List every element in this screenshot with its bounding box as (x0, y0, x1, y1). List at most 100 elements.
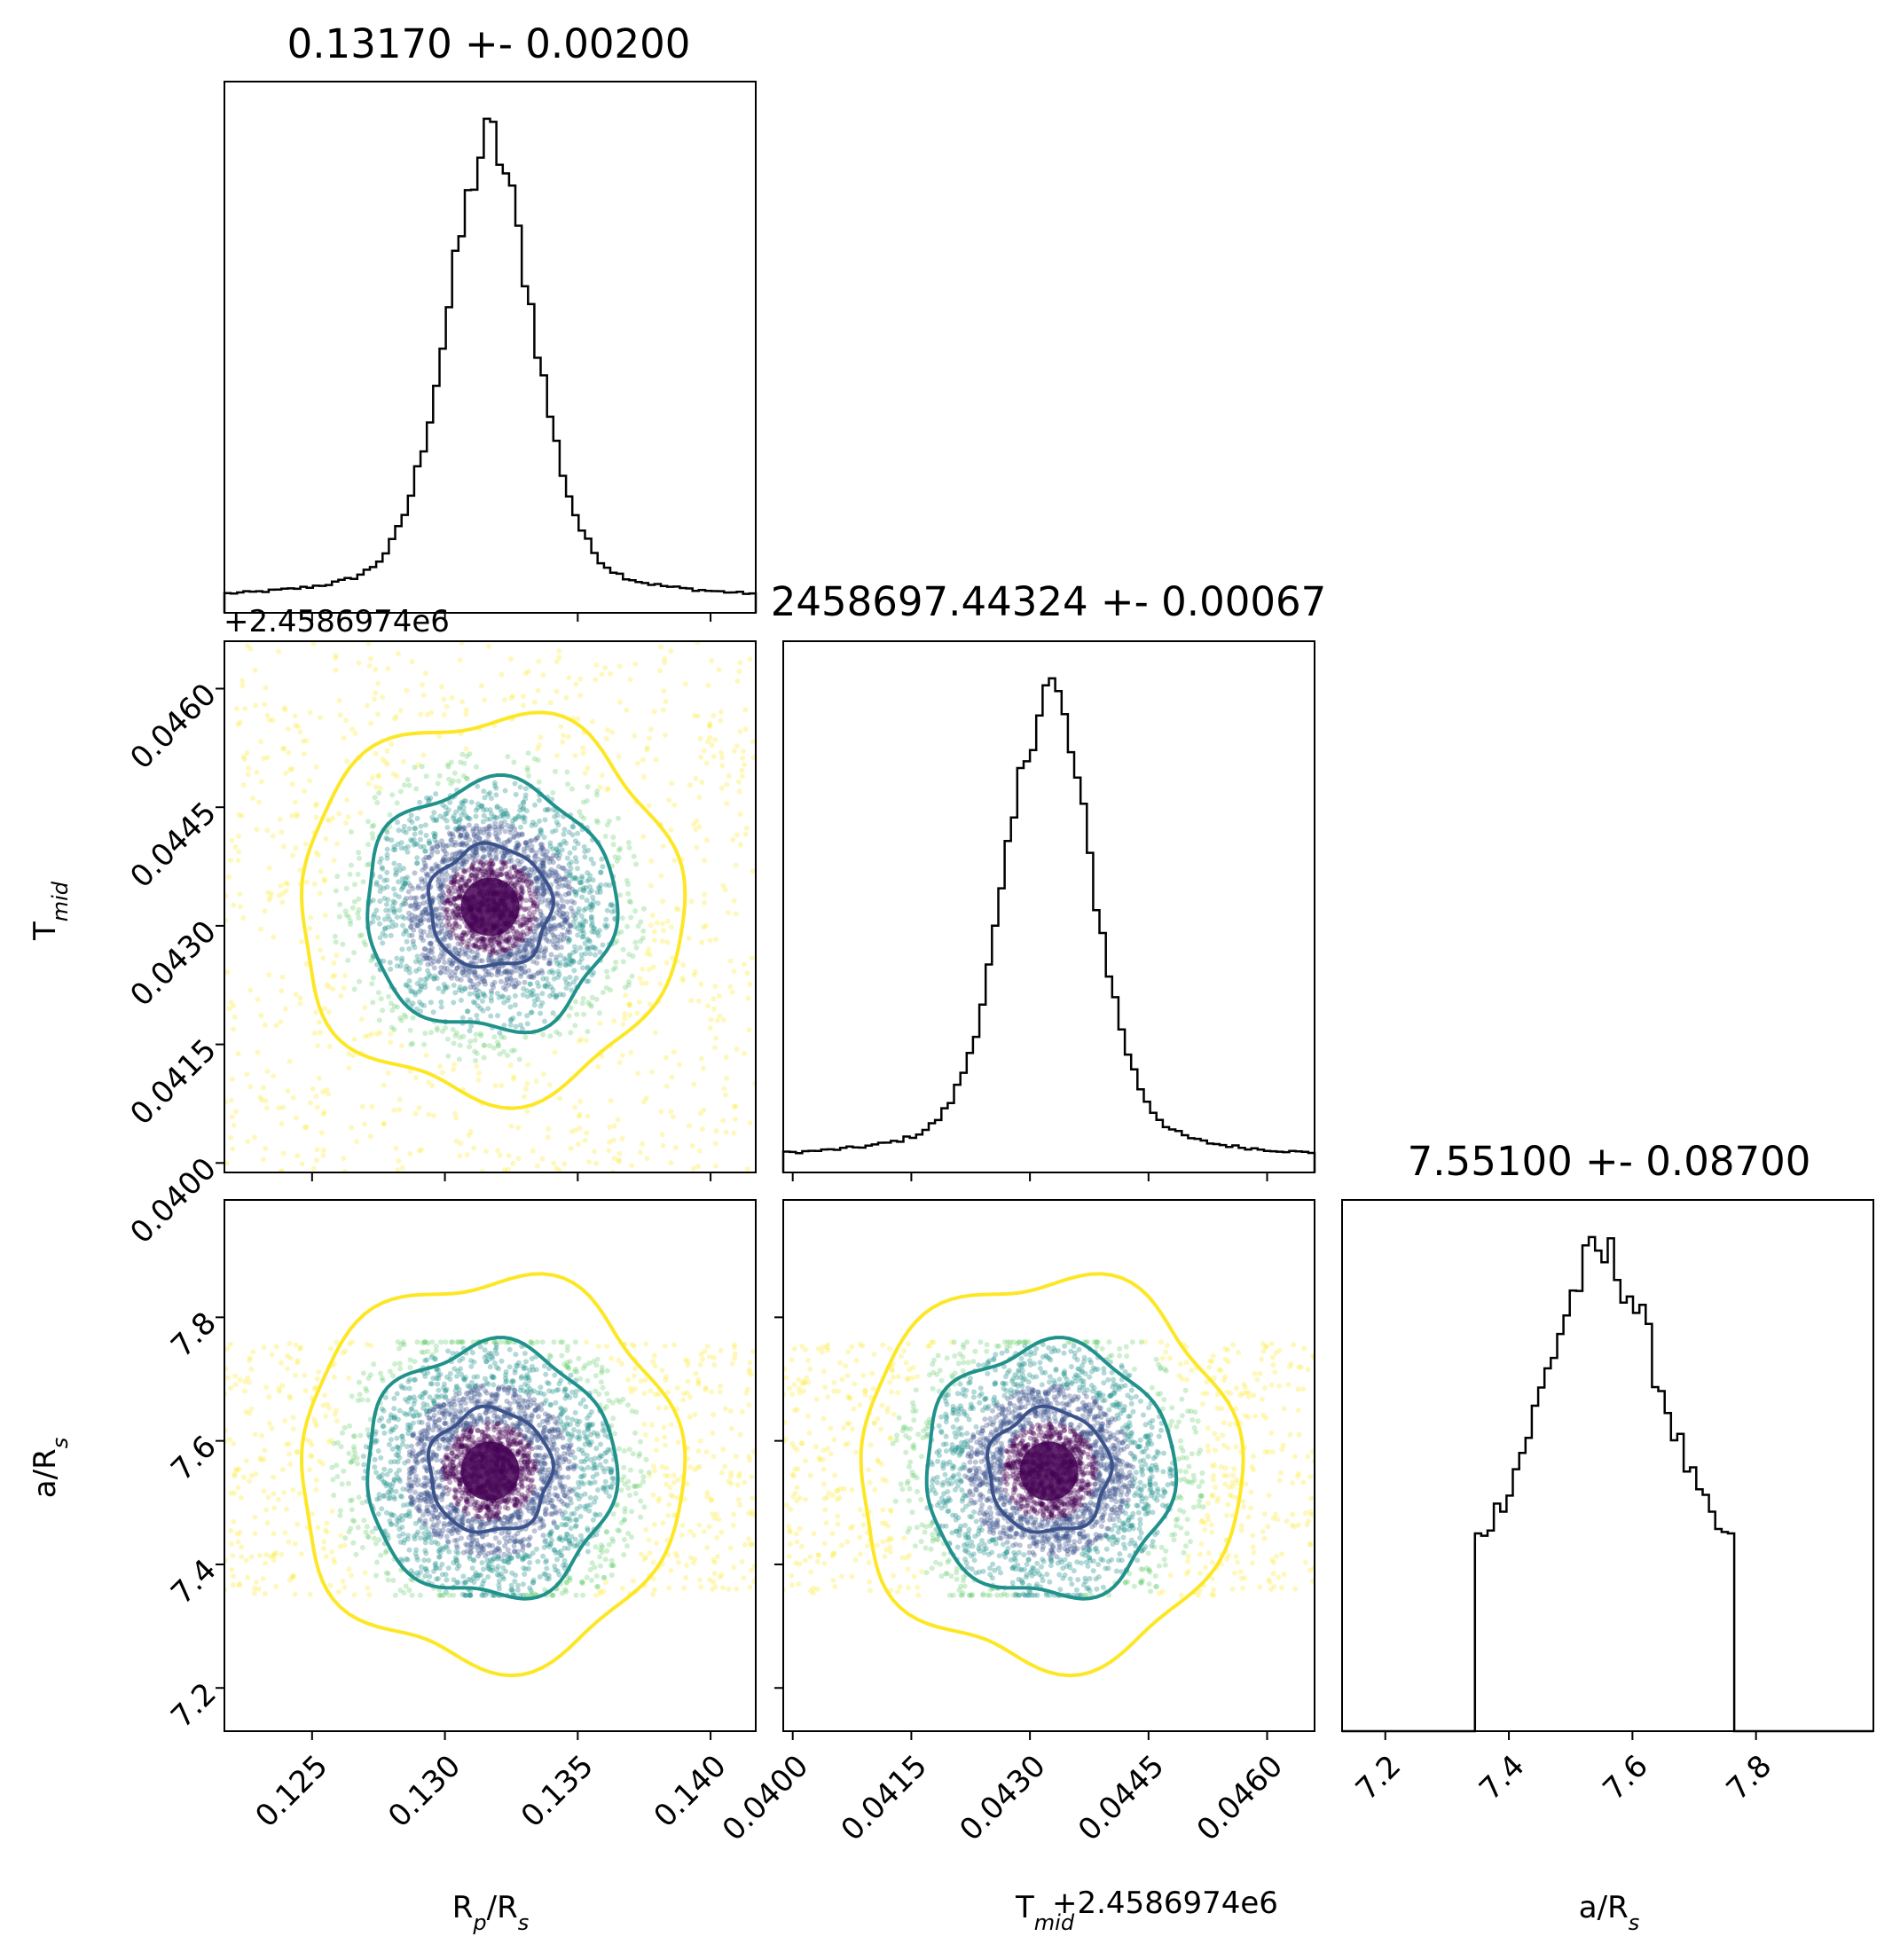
sample-point (561, 827, 568, 833)
sample-point (638, 938, 644, 945)
sample-point (339, 1481, 345, 1487)
sample-point (271, 1491, 277, 1497)
sample-point (699, 780, 705, 785)
sample-point (624, 923, 630, 929)
sample-point (317, 715, 323, 720)
sample-point (466, 954, 472, 960)
sample-point (499, 849, 505, 855)
sample-point (512, 1047, 518, 1054)
sample-point (514, 843, 521, 849)
sample-point (540, 1031, 546, 1038)
sample-point (399, 884, 405, 890)
sample-point (553, 1486, 559, 1491)
sample-point (539, 842, 546, 848)
sample-point (451, 1040, 457, 1047)
sample-point (409, 913, 415, 918)
sample-point (519, 890, 524, 897)
sample-point (553, 870, 559, 875)
sample-point (423, 833, 429, 838)
sample-point (482, 944, 488, 949)
sample-point (514, 930, 521, 937)
sample-point (487, 864, 493, 870)
sample-point (356, 915, 362, 921)
sample-point (406, 966, 412, 971)
sample-point (373, 907, 380, 913)
sample-point (403, 927, 408, 933)
sample-point (297, 1000, 303, 1007)
sample-point (502, 947, 507, 953)
sample-point (369, 775, 375, 781)
sample-point (303, 961, 310, 967)
sample-point (436, 914, 442, 921)
sample-point (354, 1139, 360, 1145)
sample-point (468, 959, 475, 965)
sample-point (294, 1358, 301, 1364)
sample-point (589, 888, 594, 894)
sample-point (596, 884, 601, 890)
sample-point (703, 837, 710, 843)
sample-point (610, 903, 616, 909)
sample-point (446, 898, 452, 904)
sample-point (557, 893, 563, 899)
sample-point (410, 916, 416, 922)
sample-point (384, 901, 389, 907)
sample-point (519, 886, 525, 892)
sample-point (585, 765, 591, 771)
sample-point (507, 1022, 514, 1028)
sample-point (455, 941, 461, 946)
sample-point (421, 1002, 428, 1008)
sample-point (740, 755, 746, 761)
sample-point (494, 804, 500, 810)
sample-point (279, 1360, 284, 1366)
sample-point (597, 890, 603, 895)
sample-point (512, 952, 518, 958)
sample-point (528, 974, 534, 979)
sample-point (697, 1110, 703, 1117)
sample-point (403, 967, 409, 973)
sample-point (460, 825, 467, 830)
sample-point (457, 924, 462, 929)
sample-point (474, 846, 480, 852)
sample-point (459, 988, 465, 994)
sample-point (399, 1164, 405, 1171)
sample-point (607, 882, 613, 889)
sample-point (459, 969, 465, 976)
sample-point (538, 847, 544, 853)
sample-point (420, 866, 426, 873)
sample-point (457, 893, 463, 899)
sample-point (711, 1006, 717, 1012)
sample-point (605, 786, 611, 792)
sample-point (439, 929, 445, 934)
sample-point (452, 921, 459, 926)
sample-point (315, 852, 321, 858)
sample-point (577, 880, 583, 886)
sample-point (474, 986, 480, 992)
sample-point (523, 898, 530, 904)
sample-point (418, 983, 424, 989)
sample-point (359, 1397, 365, 1403)
sample-point (731, 1511, 737, 1517)
sample-point (490, 935, 495, 940)
sample-point (273, 1023, 279, 1029)
sample-point (396, 1157, 402, 1164)
sample-point (720, 1117, 726, 1124)
sample-point (521, 943, 526, 949)
sample-point (540, 882, 546, 888)
sample-point (285, 1088, 291, 1094)
sample-point (527, 873, 533, 879)
sample-point (412, 959, 419, 965)
sample-point (542, 947, 548, 953)
sample-point (561, 920, 568, 926)
sample-point (458, 832, 464, 838)
sample-point (475, 992, 481, 999)
sample-point (343, 820, 349, 827)
sample-point (641, 1504, 648, 1510)
sample-point (597, 784, 603, 790)
sample-point (651, 1468, 657, 1474)
sample-point (500, 994, 506, 1000)
sample-point (475, 953, 481, 959)
sample-point (381, 916, 388, 922)
sample-point (420, 692, 427, 698)
sample-point (485, 834, 491, 840)
sample-point (737, 1431, 743, 1438)
